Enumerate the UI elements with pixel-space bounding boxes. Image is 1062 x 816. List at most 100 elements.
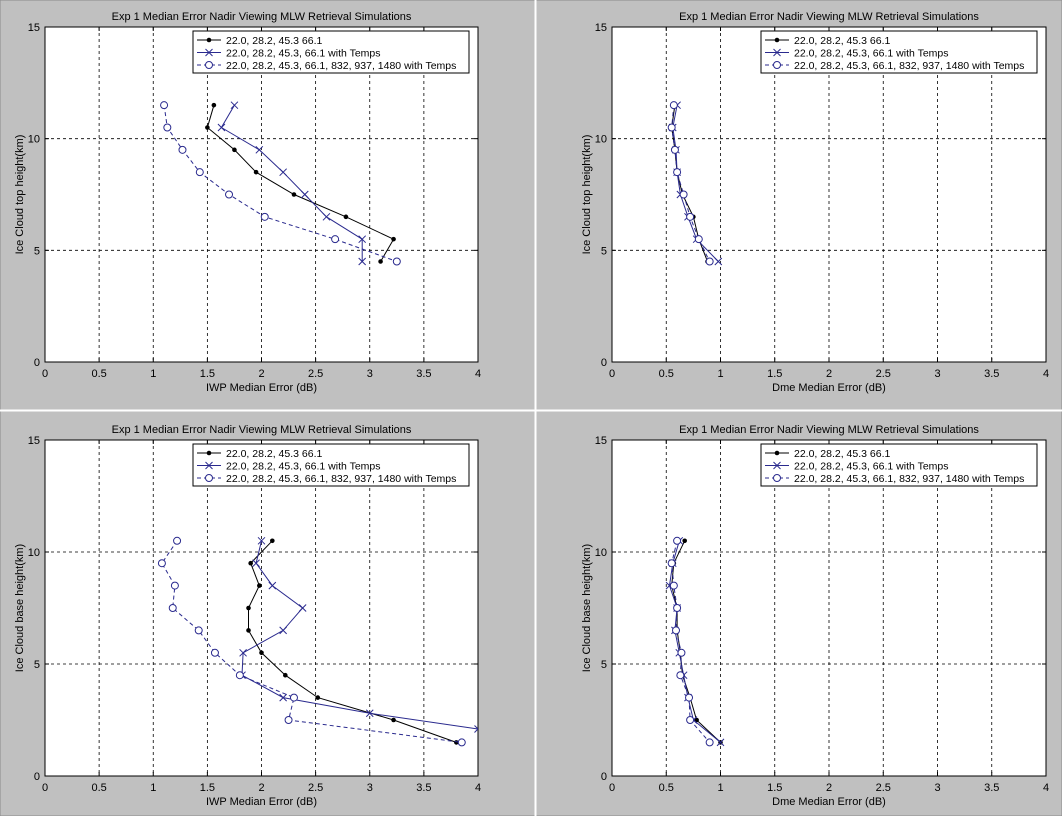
data-point	[392, 257, 401, 266]
x-tick-label: 3.5	[416, 368, 431, 380]
data-point-stroke	[230, 101, 239, 110]
data-point	[667, 123, 676, 132]
chart-title: Exp 1 Median Error Nadir Viewing MLW Ret…	[679, 11, 979, 23]
legend-label: 22.0, 28.2, 45.3, 66.1, 832, 937, 1480 w…	[226, 60, 456, 72]
data-point-stroke	[358, 257, 367, 266]
x-tick-label: 4	[475, 368, 481, 380]
x-tick-label: 3	[934, 368, 940, 380]
y-axis-label: Ice Cloud top height(km)	[581, 135, 593, 255]
data-point	[217, 123, 226, 132]
series-line-1	[671, 540, 721, 743]
x-tick-label: 2	[258, 782, 264, 794]
data-point	[298, 604, 307, 612]
data-point-stroke	[773, 461, 781, 470]
x-tick-label: 0	[609, 368, 615, 380]
data-point	[672, 626, 681, 635]
data-point	[773, 461, 781, 470]
x-tick-label: 3.5	[416, 782, 431, 794]
data-point	[673, 168, 682, 177]
x-tick-label: 0.5	[659, 782, 674, 794]
series-line-3	[163, 105, 397, 262]
data-point	[682, 538, 687, 544]
data-point	[194, 626, 203, 635]
data-point	[670, 145, 679, 154]
y-tick-label: 15	[28, 435, 40, 447]
legend: 22.0, 28.2, 45.3 66.122.0, 28.2, 45.3, 6…	[760, 443, 1038, 487]
y-tick-label: 15	[28, 22, 40, 34]
legend-box	[760, 30, 1038, 74]
data-point	[170, 581, 179, 590]
series-line-2	[220, 104, 363, 262]
x-tick-label: 2	[258, 368, 264, 380]
data-point	[667, 559, 676, 568]
data-point	[773, 474, 781, 482]
data-point	[773, 48, 781, 57]
data-point-stroke	[358, 235, 367, 244]
y-tick-label: 5	[34, 245, 40, 257]
data-point	[289, 693, 298, 702]
data-point	[685, 693, 694, 702]
data-point	[268, 581, 277, 590]
series-line-1	[248, 540, 457, 743]
x-tick-label: 1	[717, 368, 723, 380]
data-point-stroke	[716, 738, 725, 747]
data-point	[205, 48, 213, 57]
data-point	[673, 536, 682, 545]
data-point	[474, 725, 478, 733]
data-point	[322, 212, 331, 221]
data-point	[673, 604, 682, 612]
y-tick-label: 15	[595, 22, 607, 34]
data-point-stroke	[300, 190, 309, 199]
data-point	[284, 716, 293, 724]
x-tick-label: 3.5	[984, 368, 999, 380]
x-tick-label: 2.5	[308, 782, 323, 794]
legend-label: 22.0, 28.2, 45.3, 66.1 with Temps	[226, 48, 381, 60]
legend-label: 22.0, 28.2, 45.3, 66.1, 832, 937, 1480 w…	[794, 473, 1024, 485]
data-point	[232, 147, 237, 153]
x-tick-label: 1.5	[767, 782, 782, 794]
chart-title: Exp 1 Median Error Nadir Viewing MLW Ret…	[679, 424, 979, 436]
data-point	[195, 168, 204, 177]
y-tick-label: 5	[601, 245, 607, 257]
legend: 22.0, 28.2, 45.3 66.122.0, 28.2, 45.3, 6…	[192, 443, 470, 487]
legend-label: 22.0, 28.2, 45.3, 66.1 with Temps	[226, 461, 381, 473]
data-point	[160, 101, 169, 110]
data-point	[343, 214, 349, 220]
x-tick-label: 0	[42, 782, 48, 794]
x-tick-label: 1.5	[767, 368, 782, 380]
chart-title: Exp 1 Median Error Nadir Viewing MLW Ret…	[112, 11, 412, 23]
y-tick-label: 10	[595, 134, 607, 146]
x-tick-label: 0	[42, 368, 48, 380]
data-point	[205, 61, 213, 69]
legend-label: 22.0, 28.2, 45.3 66.1	[794, 35, 890, 47]
legend: 22.0, 28.2, 45.3 66.122.0, 28.2, 45.3, 6…	[760, 30, 1038, 74]
data-point	[378, 259, 383, 264]
chart-panel-3: 0 0.5 1 1.5 2 2.5 3 3.5 4 0 5 10 15 Exp 1 Median Erro…	[14, 424, 481, 808]
legend-label: 22.0, 28.2, 45.3 66.1	[226, 448, 322, 460]
data-point	[391, 236, 396, 242]
legend-label: 22.0, 28.2, 45.3, 66.1 with Temps	[794, 461, 949, 473]
data-point	[205, 461, 213, 470]
y-tick-label: 10	[595, 547, 607, 559]
data-point-stroke	[205, 48, 213, 57]
data-point-stroke	[239, 648, 247, 657]
data-point	[279, 168, 288, 177]
data-point	[677, 648, 686, 657]
x-tick-label: 1.5	[200, 782, 215, 794]
x-tick-label: 1.5	[200, 368, 215, 380]
data-point	[246, 628, 251, 633]
data-point	[676, 671, 685, 680]
legend-box	[192, 30, 470, 74]
data-point-stroke	[279, 626, 288, 635]
x-tick-label: 2	[826, 368, 832, 380]
data-point	[358, 235, 367, 244]
data-point-stroke	[268, 581, 277, 590]
data-point	[230, 101, 239, 110]
data-point-stroke	[322, 212, 331, 221]
chart-panel-2: 0 0.5 1 1.5 2 2.5 3 3.5 4 0 5 10 15 Exp 1 Median Erro…	[581, 11, 1049, 394]
legend-label: 22.0, 28.2, 45.3 66.1	[794, 448, 890, 460]
x-tick-label: 3	[367, 368, 373, 380]
x-axis-label: IWP Median Error (dB)	[206, 382, 317, 394]
